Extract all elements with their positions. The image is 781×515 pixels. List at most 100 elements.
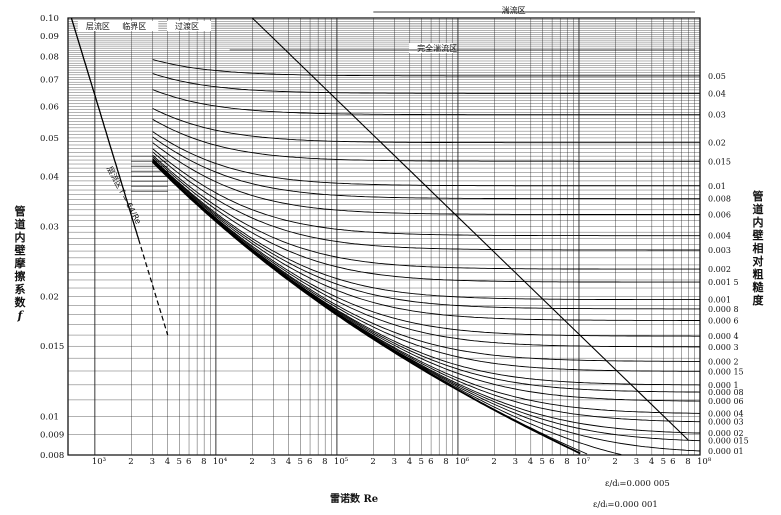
roughness-tick-label: 0.000 015 [708, 437, 749, 446]
y-tick-label: 0.015 [40, 342, 64, 352]
x-tick-label: 2 [249, 457, 254, 467]
roughness-curve [152, 160, 700, 362]
roughness-curve [152, 142, 700, 215]
x-tick-label: 3 [392, 457, 397, 467]
x-tick-label: 4 [286, 457, 291, 467]
roughness-tick-label: 0.000 02 [708, 429, 744, 438]
x-tick-label: 5 [661, 457, 666, 467]
roughness-curve [152, 107, 700, 144]
y-tick-label: 0.08 [40, 53, 59, 63]
roughness-curve [152, 151, 700, 251]
y-tick-label: 0.05 [40, 134, 59, 144]
x-tick-label: 10⁷ [576, 457, 591, 467]
roughness-tick-label: 0.000 01 [708, 447, 744, 456]
y2-axis-title: 管道内壁相对粗糙度 [752, 190, 764, 307]
roughness-curve [152, 73, 700, 94]
y-tick-label: 0.009 [40, 431, 64, 441]
y-tick-label: 0.03 [40, 222, 59, 232]
x-tick-label: 8 [564, 457, 569, 467]
roughness-tick-label: 0.004 [708, 232, 731, 241]
roughness-curve [152, 158, 700, 310]
y-axis-symbol: f [17, 309, 23, 322]
x-tick-label: 10³ [92, 457, 106, 467]
x-tick-label: 8 [322, 457, 327, 467]
x-tick-label: 6 [428, 457, 433, 467]
laminar-line [70, 17, 140, 240]
x-tick-label: 4 [165, 457, 170, 467]
tick-labels: 0.10 0.09 0.08 0.07 0.06 0.05 0.04 0.03 0.02 0.01… [40, 14, 749, 467]
y-tick-label: 0.06 [40, 102, 59, 112]
x-tick-label: 2 [612, 457, 617, 467]
roughness-tick-label: 0.01 [708, 182, 726, 191]
x-tick-label: 3 [271, 457, 276, 467]
grid-lines [67, 17, 701, 456]
y-tick-label: 0.07 [40, 76, 59, 86]
roughness-tick-label: 0.000 6 [708, 316, 739, 325]
zone-label: 层流区 [86, 21, 110, 31]
x-tick-label: 3 [513, 457, 518, 467]
x-tick-label: 3 [634, 457, 639, 467]
roughness-curve [152, 131, 700, 187]
roughness-curve [152, 118, 700, 162]
roughness-curve [152, 159, 700, 321]
x-tick-label: 6 [186, 457, 191, 467]
y2-axis-label: 管道内壁相对粗糙度 [752, 190, 764, 307]
x-tick-label: 4 [407, 457, 412, 467]
x-tick-label: 8 [685, 457, 690, 467]
roughness-note-5e-6: ε/dᵢ=0.000 005 [605, 479, 670, 489]
roughness-tick-label: 0.006 [708, 211, 731, 220]
roughness-tick-label: 0.000 03 [708, 418, 744, 427]
x-tick-label: 10⁸ [697, 457, 712, 467]
x-tick-label: 8 [201, 457, 206, 467]
x-tick-label: 3 [150, 457, 155, 467]
roughness-curve [152, 136, 700, 200]
x-tick-label: 4 [528, 457, 533, 467]
x-tick-label: 2 [128, 457, 133, 467]
roughness-tick-label: 0.02 [708, 139, 726, 148]
x-tick-label: 5 [540, 457, 545, 467]
roughness-tick-label: 0.001 [708, 296, 731, 305]
roughness-note-1e-6: ε/dᵢ=0.000 001 [593, 500, 658, 510]
x-tick-label: 6 [670, 457, 675, 467]
friction-curves [70, 17, 701, 456]
roughness-tick-label: 0.003 [708, 246, 731, 255]
roughness-curve [152, 156, 700, 283]
x-tick-label: 6 [307, 457, 312, 467]
roughness-tick-label: 0.03 [708, 111, 726, 120]
y-axis-title: 管道内壁摩擦系数 [14, 205, 26, 309]
x-tick-label: 6 [549, 457, 554, 467]
roughness-tick-label: 0.001 5 [708, 278, 739, 287]
plot-frame [67, 17, 701, 456]
zone-label: 过渡区 [175, 21, 199, 31]
roughness-curve [152, 59, 700, 77]
zone-label: 湍流区 [502, 5, 526, 15]
x-tick-label: 10⁴ [213, 457, 228, 467]
roughness-tick-label: 0.002 [708, 265, 731, 274]
roughness-curve [152, 160, 700, 348]
roughness-tick-label: 0.000 4 [708, 332, 739, 341]
zone-label-bg [409, 43, 454, 53]
zone-label-bg [167, 21, 212, 31]
x-tick-label: 4 [649, 457, 654, 467]
laminar-label: 层流区 f = 64/Re [105, 164, 144, 225]
x-tick-label: 10⁶ [455, 457, 470, 467]
zone-label-bg [77, 21, 122, 31]
roughness-curve [152, 158, 700, 301]
laminar-extension [138, 239, 169, 336]
roughness-curve [152, 154, 700, 270]
roughness-tick-label: 0.015 [708, 157, 731, 166]
y-tick-label: 0.01 [40, 412, 59, 422]
y-tick-label: 0.09 [40, 32, 59, 42]
roughness-curve [152, 161, 701, 442]
roughness-curve [152, 161, 701, 386]
roughness-tick-label: 0.000 04 [708, 409, 744, 418]
zone-label: 临界区 [122, 21, 146, 31]
roughness-curve [152, 161, 700, 423]
roughness-tick-label: 0.000 15 [708, 367, 744, 376]
smooth-pipe-curve [151, 161, 581, 455]
zone-label: 完全湍流区 [417, 43, 457, 53]
roughness-tick-label: 0.04 [708, 89, 726, 98]
zone-label-bg [493, 5, 538, 15]
roughness-tick-label: 0.000 08 [708, 388, 744, 397]
